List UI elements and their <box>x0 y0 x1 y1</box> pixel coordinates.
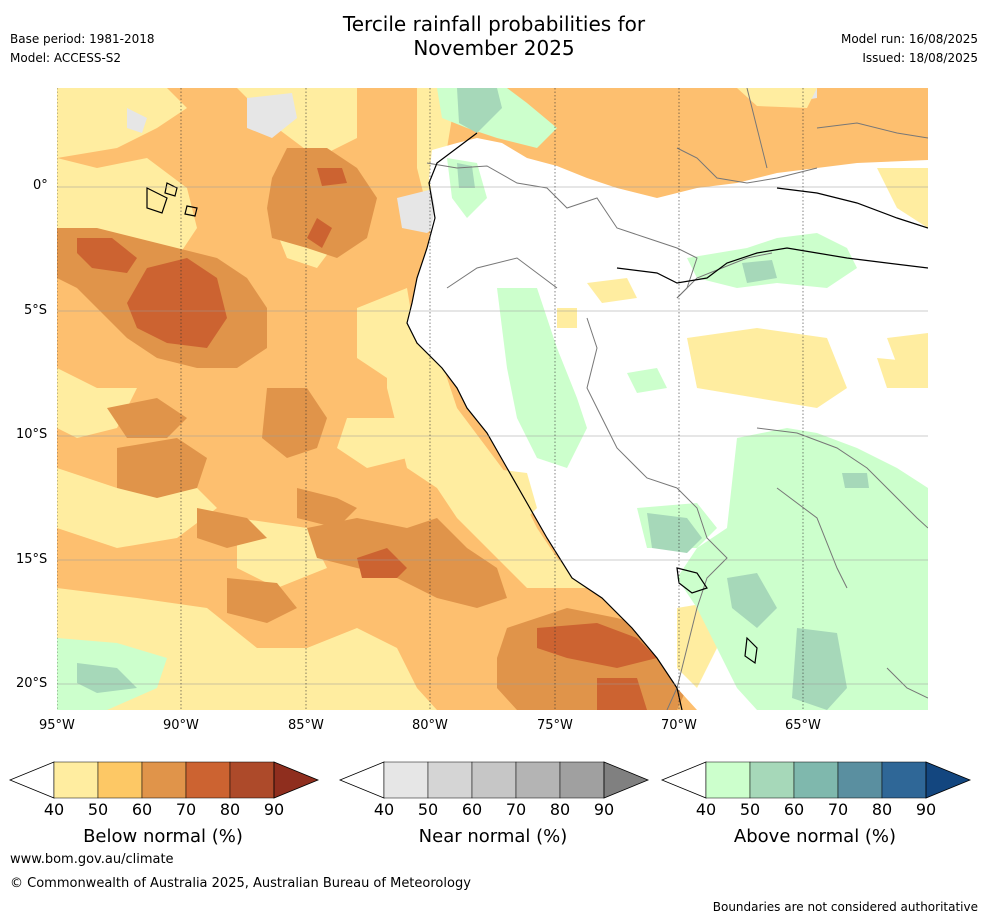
colorbar-tick-label: 50 <box>739 800 761 819</box>
colorbar-under-triangle <box>660 761 707 799</box>
colorbar-tick-label: 40 <box>695 800 717 819</box>
colorbar-tick-label: 80 <box>871 800 893 819</box>
colorbar-under-triangle <box>338 761 385 799</box>
colorbar-segment <box>705 761 751 799</box>
colorbar-tick-label: 80 <box>219 800 241 819</box>
lon-label-95w: 95°W <box>39 718 75 733</box>
footer-copyright: © Commonwealth of Australia 2025, Austra… <box>10 876 471 891</box>
lon-label-80w: 80°W <box>412 718 448 733</box>
colorbar-tick-label: 40 <box>373 800 395 819</box>
below-normal-40-band <box>57 88 597 710</box>
colorbar-title-below: Below normal (%) <box>83 826 243 847</box>
colorbar-segment <box>749 761 795 799</box>
colorbar-tick-label: 90 <box>593 800 615 819</box>
colorbar-segment <box>427 761 473 799</box>
colorbar-over-triangle <box>273 761 320 799</box>
colorbar-tick-label: 90 <box>263 800 285 819</box>
colorbar-over-triangle <box>925 761 972 799</box>
lon-label-75w: 75°W <box>537 718 573 733</box>
colorbar-segment <box>97 761 143 799</box>
colorbar-near-normal <box>338 761 650 799</box>
colorbar-tick-label: 90 <box>915 800 937 819</box>
map-title: Tercile rainfall probabilities for Novem… <box>0 12 988 60</box>
colorbar-segment <box>793 761 839 799</box>
issued-label: Issued: 18/08/2025 <box>862 51 978 65</box>
colorbar-tick-label: 50 <box>417 800 439 819</box>
probability-map <box>57 88 928 710</box>
colorbar-segment <box>185 761 231 799</box>
lon-label-65w: 65°W <box>785 718 821 733</box>
colorbar-segment <box>559 761 605 799</box>
colorbar-tick-label: 70 <box>827 800 849 819</box>
colorbar-title-above: Above normal (%) <box>733 826 897 847</box>
colorbar-segment <box>53 761 99 799</box>
colorbar-over-triangle <box>603 761 650 799</box>
colorbar-tick-label: 40 <box>43 800 65 819</box>
lon-label-85w: 85°W <box>288 718 324 733</box>
graticule <box>57 186 928 685</box>
colorbar-tick-label: 50 <box>87 800 109 819</box>
meridians <box>57 88 804 710</box>
colorbar-segment <box>229 761 275 799</box>
colorbar-tick-label: 80 <box>549 800 571 819</box>
colorbar-segment <box>515 761 561 799</box>
colorbar-tick-label: 70 <box>505 800 527 819</box>
below-normal-70-band <box>77 168 657 710</box>
colorbar-segment <box>881 761 927 799</box>
colorbar-above-normal <box>660 761 972 799</box>
colorbar-segment <box>141 761 187 799</box>
model-label: Model: ACCESS-S2 <box>10 51 122 65</box>
map-title-line1: Tercile rainfall probabilities for <box>342 12 646 36</box>
lat-label-20s: 20°S <box>16 676 48 691</box>
map-title-line2: November 2025 <box>413 36 575 60</box>
colorbar-segment <box>471 761 517 799</box>
footer-disclaimer: Boundaries are not considered authoritat… <box>712 900 978 914</box>
lon-label-70w: 70°W <box>661 718 697 733</box>
colorbar-tick-label: 60 <box>131 800 153 819</box>
coastlines <box>146 132 928 710</box>
colorbar-under-triangle <box>8 761 55 799</box>
colorbar-tick-label: 60 <box>783 800 805 819</box>
colorbar-below-normal <box>8 761 320 799</box>
lon-label-90w: 90°W <box>163 718 199 733</box>
colorbar-segment <box>383 761 429 799</box>
lat-label-0: 0° <box>33 178 48 193</box>
national-borders <box>426 88 928 710</box>
lat-label-15s: 15°S <box>16 552 48 567</box>
colorbar-segment <box>837 761 883 799</box>
colorbar-tick-label: 60 <box>461 800 483 819</box>
above-normal-50-band <box>77 88 869 710</box>
colorbar-tick-label: 70 <box>175 800 197 819</box>
lat-label-5s: 5°S <box>24 303 48 318</box>
model-run-label: Model run: 16/08/2025 <box>840 32 978 46</box>
colorbar-title-near: Near normal (%) <box>418 826 568 847</box>
footer-url: www.bom.gov.au/climate <box>10 852 174 867</box>
base-period-label: Base period: 1981-2018 <box>10 32 155 46</box>
colorbar-strip <box>8 761 972 799</box>
lat-label-10s: 10°S <box>16 427 48 442</box>
